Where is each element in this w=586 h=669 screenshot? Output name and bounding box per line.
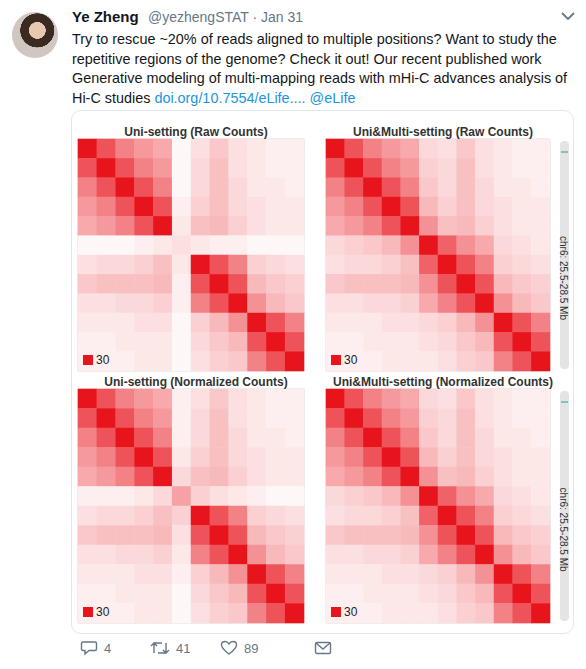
svg-text:chr6: 25.5-28.5 Mb: chr6: 25.5-28.5 Mb: [558, 236, 569, 320]
html-text:4: 4: [104, 640, 112, 656]
svg-text:30: 30: [96, 605, 110, 619]
html-text:89: 89: [244, 640, 259, 656]
html-text:41: 41: [176, 640, 191, 656]
svg-text:chr6: 25.5-28.5 Mb: chr6: 25.5-28.5 Mb: [558, 488, 569, 572]
svg-text:30: 30: [344, 353, 358, 367]
html-text:Generative modeling of multi-m: Generative modeling of multi-mapping rea…: [72, 70, 568, 86]
svg-text:Uni-setting (Normalized Counts: Uni-setting (Normalized Counts): [104, 375, 287, 389]
svg-text:30: 30: [96, 353, 110, 367]
svg-text:Uni-setting (Raw Counts): Uni-setting (Raw Counts): [124, 125, 267, 139]
svg-text:30: 30: [344, 605, 358, 619]
svg-text:Uni&Multi-setting (Raw Counts): Uni&Multi-setting (Raw Counts): [353, 125, 533, 139]
html-text:@yezhengSTAT · Jan 31: @yezhengSTAT · Jan 31: [148, 9, 304, 25]
html-text:Hi-C studies doi.org/10.7554/e: Hi-C studies doi.org/10.7554/eLife.... @…: [72, 89, 356, 106]
html-text:Ye Zheng: Ye Zheng: [72, 8, 139, 25]
html-text:Try to rescue ~20% of reads al: Try to rescue ~20% of reads aligned to m…: [72, 31, 557, 47]
svg-text:Uni&Multi-setting (Normalized: Uni&Multi-setting (Normalized Counts): [333, 375, 553, 389]
html-text:repetitive regions of the geno: repetitive regions of the genome? Check …: [72, 50, 542, 67]
